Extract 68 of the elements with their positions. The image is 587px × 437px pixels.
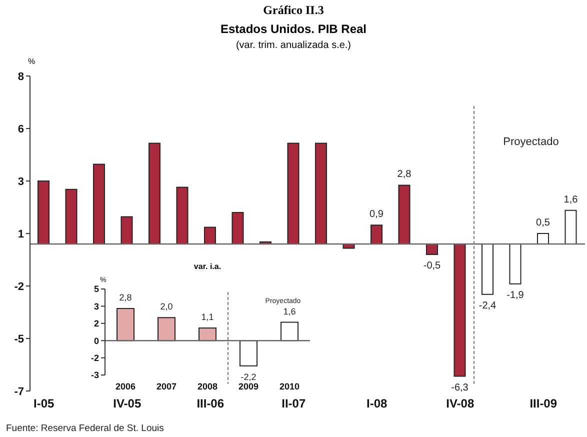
bar bbox=[148, 142, 160, 244]
x-tick-label: I-05 bbox=[34, 396, 55, 411]
annotation: Proyectado bbox=[503, 136, 559, 148]
bar bbox=[158, 317, 176, 342]
data-label: 2,8 bbox=[397, 169, 412, 180]
data-label: 0,5 bbox=[536, 218, 550, 228]
y-tick-label: -2 bbox=[14, 280, 24, 293]
chart-title: var. i.a. bbox=[192, 262, 222, 271]
bar bbox=[240, 340, 258, 366]
data-label: 0,9 bbox=[370, 209, 384, 220]
x-tick-label: 2006 bbox=[115, 381, 136, 392]
bar bbox=[204, 226, 216, 244]
bar bbox=[287, 142, 300, 244]
x-tick-label: III-06 bbox=[196, 396, 224, 411]
y-tick-label: -7 bbox=[14, 386, 24, 398]
data-label: -6,3 bbox=[451, 382, 469, 394]
chart-title: Gráfico II.3 bbox=[262, 3, 325, 18]
bar bbox=[38, 180, 50, 244]
bar bbox=[232, 212, 244, 244]
bar bbox=[454, 244, 466, 377]
source-note: Fuente: Reserva Federal de St. Louis bbox=[6, 423, 164, 434]
bar bbox=[116, 308, 134, 342]
y-axis-title: % bbox=[28, 57, 36, 66]
y-tick-label: 8 bbox=[18, 70, 24, 83]
data-label: 2,8 bbox=[119, 292, 132, 302]
x-tick-label: 2008 bbox=[197, 381, 218, 392]
bar bbox=[398, 184, 410, 244]
data-label: -0,5 bbox=[423, 260, 442, 272]
bar bbox=[198, 327, 216, 342]
bar bbox=[280, 322, 298, 342]
y-tick-label: -2 bbox=[90, 352, 99, 363]
data-label: 1,6 bbox=[564, 194, 578, 206]
bar bbox=[315, 142, 327, 244]
data-label: 1,1 bbox=[201, 312, 214, 322]
y-tick-label: 3 bbox=[18, 176, 24, 188]
data-label: 2,0 bbox=[160, 302, 173, 312]
text: (var. trim. anualizada s.e.) bbox=[234, 40, 352, 51]
x-tick-label: 2010 bbox=[279, 381, 300, 392]
x-tick-label: IV-05 bbox=[113, 396, 142, 411]
bar bbox=[65, 188, 78, 244]
y-tick-label: -5 bbox=[14, 333, 24, 346]
x-tick-label: II-07 bbox=[282, 396, 306, 411]
bar bbox=[176, 186, 188, 244]
bar bbox=[509, 244, 522, 284]
chart-subtitle: Estados Unidos. PIB Real bbox=[219, 22, 368, 36]
y-tick-label: 1 bbox=[18, 228, 24, 240]
y-tick-label: 5 bbox=[94, 284, 99, 294]
x-tick-label: III-09 bbox=[530, 396, 558, 411]
bar bbox=[482, 244, 494, 295]
x-tick-label: 2009 bbox=[238, 381, 259, 392]
y-tick-label: 3 bbox=[94, 301, 99, 312]
data-label: 1,6 bbox=[283, 306, 296, 316]
bar bbox=[537, 233, 549, 244]
y-tick-label: 0 bbox=[94, 336, 99, 346]
bar bbox=[426, 244, 438, 255]
data-label: -2,2 bbox=[240, 372, 256, 382]
x-tick-label: I-08 bbox=[366, 396, 388, 411]
bar bbox=[120, 216, 133, 244]
bar bbox=[93, 164, 105, 244]
x-tick-label: IV-08 bbox=[446, 396, 474, 411]
bar bbox=[370, 224, 382, 244]
y-tick-label: 2 bbox=[94, 318, 99, 329]
data-label: -2,4 bbox=[478, 300, 497, 312]
x-tick-label: 2007 bbox=[156, 381, 177, 392]
bar bbox=[564, 210, 577, 244]
y-tick-label: 6 bbox=[18, 123, 24, 136]
y-tick-label: -3 bbox=[90, 370, 99, 380]
data-label: -1,9 bbox=[506, 290, 524, 301]
